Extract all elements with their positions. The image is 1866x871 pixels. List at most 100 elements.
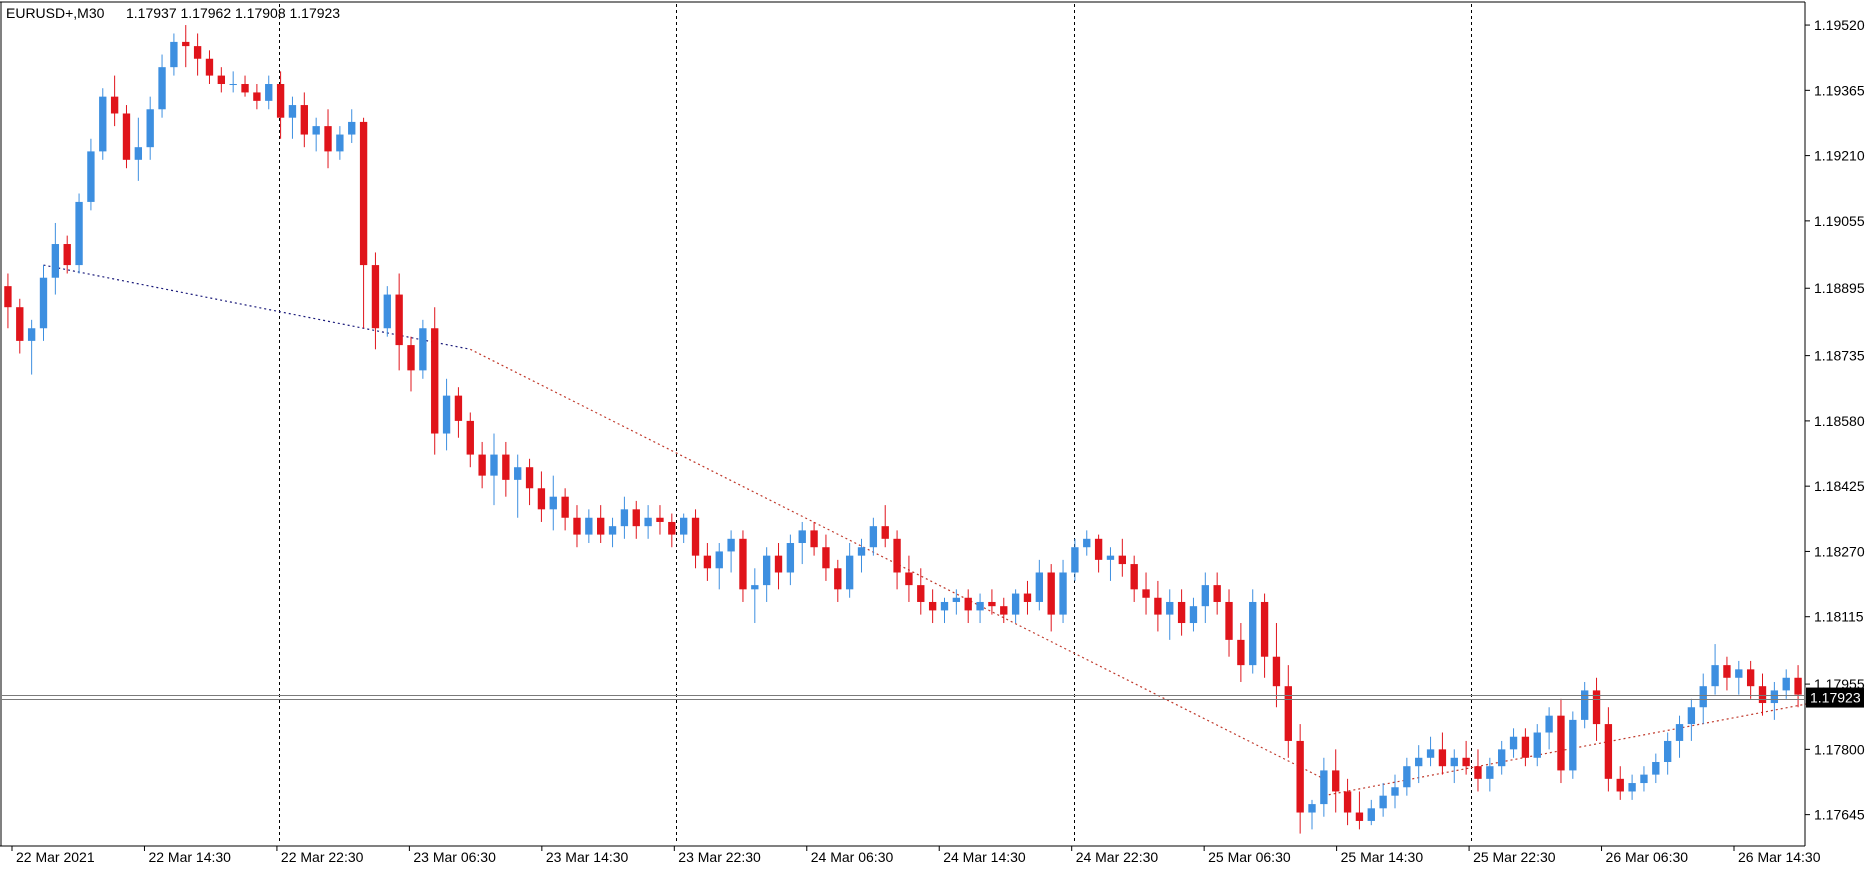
candle bbox=[1592, 677, 1601, 741]
candle bbox=[905, 555, 913, 602]
candle-body bbox=[1616, 778, 1624, 792]
candle bbox=[1249, 589, 1257, 674]
candle bbox=[917, 568, 925, 615]
candle bbox=[1343, 778, 1352, 826]
candle-body bbox=[182, 41, 190, 47]
candle-body bbox=[217, 75, 225, 85]
candle-layer bbox=[4, 25, 1802, 834]
candle-body bbox=[170, 41, 178, 68]
candle-body bbox=[241, 84, 249, 93]
candle bbox=[1604, 707, 1613, 792]
candle bbox=[1557, 698, 1565, 784]
candle-body bbox=[680, 517, 688, 535]
candle bbox=[573, 505, 581, 548]
candle bbox=[1652, 753, 1660, 784]
candle bbox=[502, 441, 510, 497]
candle bbox=[371, 252, 380, 350]
candle bbox=[668, 513, 676, 548]
candle bbox=[1581, 681, 1589, 729]
candle bbox=[442, 378, 451, 451]
candle-body bbox=[573, 517, 581, 535]
candle bbox=[751, 568, 759, 624]
time-tick-label: 24 Mar 22:30 bbox=[1076, 849, 1159, 865]
candle-body bbox=[917, 585, 925, 602]
candle bbox=[51, 222, 60, 295]
candle bbox=[27, 319, 36, 375]
candle bbox=[205, 50, 214, 85]
candle-body bbox=[1687, 707, 1696, 725]
candle bbox=[490, 433, 498, 506]
candle bbox=[988, 589, 996, 615]
candle-body bbox=[940, 601, 949, 611]
candle bbox=[1083, 530, 1091, 556]
candle-body bbox=[359, 121, 368, 266]
candle bbox=[265, 75, 273, 110]
candle bbox=[1260, 593, 1269, 678]
candle bbox=[715, 543, 723, 590]
time-tick-label: 26 Mar 06:30 bbox=[1606, 849, 1689, 865]
candle bbox=[1189, 597, 1198, 632]
candle-body bbox=[644, 517, 652, 527]
candle bbox=[525, 458, 534, 506]
time-axis[interactable]: 22 Mar 2021 22 Mar 14:30 22 Mar 22:30 23 Ma… bbox=[11, 846, 1821, 865]
candle bbox=[1071, 538, 1079, 581]
candle-body bbox=[1154, 597, 1162, 615]
candle-body bbox=[1545, 715, 1553, 733]
candle-body bbox=[407, 345, 415, 371]
candle-body bbox=[1782, 677, 1790, 691]
candle bbox=[63, 235, 71, 274]
candle bbox=[1533, 724, 1541, 767]
candle bbox=[1094, 534, 1103, 573]
candle-body bbox=[1735, 669, 1743, 678]
time-tick-label: 23 Mar 06:30 bbox=[413, 849, 496, 865]
candle bbox=[1403, 757, 1411, 796]
candle bbox=[1711, 644, 1719, 695]
candle-body bbox=[442, 395, 451, 434]
candle bbox=[1166, 589, 1174, 640]
candle bbox=[857, 538, 866, 573]
candle bbox=[1177, 589, 1186, 636]
candle bbox=[1770, 681, 1779, 720]
price-tick-label: 1.18895 bbox=[1814, 280, 1865, 296]
candle bbox=[158, 54, 166, 118]
candle bbox=[87, 138, 95, 211]
price-tick-label: 1.18115 bbox=[1814, 609, 1864, 625]
candle-body bbox=[1035, 572, 1044, 602]
candle-body bbox=[1794, 677, 1802, 695]
candle-body bbox=[988, 601, 996, 607]
candle bbox=[608, 517, 617, 548]
candle-body bbox=[1059, 572, 1067, 615]
candle bbox=[585, 509, 593, 544]
candle bbox=[928, 589, 937, 624]
symbol-label: EURUSD+,M30 bbox=[6, 5, 105, 21]
candle bbox=[1118, 538, 1126, 577]
price-tick-label: 1.18580 bbox=[1814, 413, 1865, 429]
candle-body bbox=[1189, 606, 1198, 624]
candle-body bbox=[1367, 808, 1375, 821]
price-axis[interactable]: 1.19520 1.19365 1.19210 1.19055 1.18895 1.187… bbox=[1805, 17, 1865, 823]
time-tick-label: 22 Mar 22:30 bbox=[281, 849, 364, 865]
candle-body bbox=[502, 454, 510, 480]
candle-body bbox=[51, 244, 60, 278]
candle bbox=[16, 298, 24, 354]
candle-body bbox=[1320, 770, 1328, 805]
candle-body bbox=[1604, 724, 1613, 779]
candle-body bbox=[656, 517, 664, 522]
candle bbox=[822, 534, 830, 581]
candle bbox=[549, 475, 557, 531]
candle-body bbox=[1083, 538, 1091, 548]
candle bbox=[1687, 698, 1696, 741]
candle-body bbox=[952, 597, 961, 602]
candle bbox=[1035, 559, 1044, 611]
candle-body bbox=[395, 294, 403, 346]
candle-body bbox=[1332, 770, 1340, 792]
candle bbox=[786, 534, 795, 586]
candle-body bbox=[585, 517, 593, 535]
price-tick-label: 1.18735 bbox=[1814, 348, 1865, 364]
candle bbox=[454, 387, 463, 438]
candle-body bbox=[857, 547, 866, 556]
candle-body bbox=[1675, 724, 1684, 741]
candle bbox=[1059, 559, 1067, 624]
